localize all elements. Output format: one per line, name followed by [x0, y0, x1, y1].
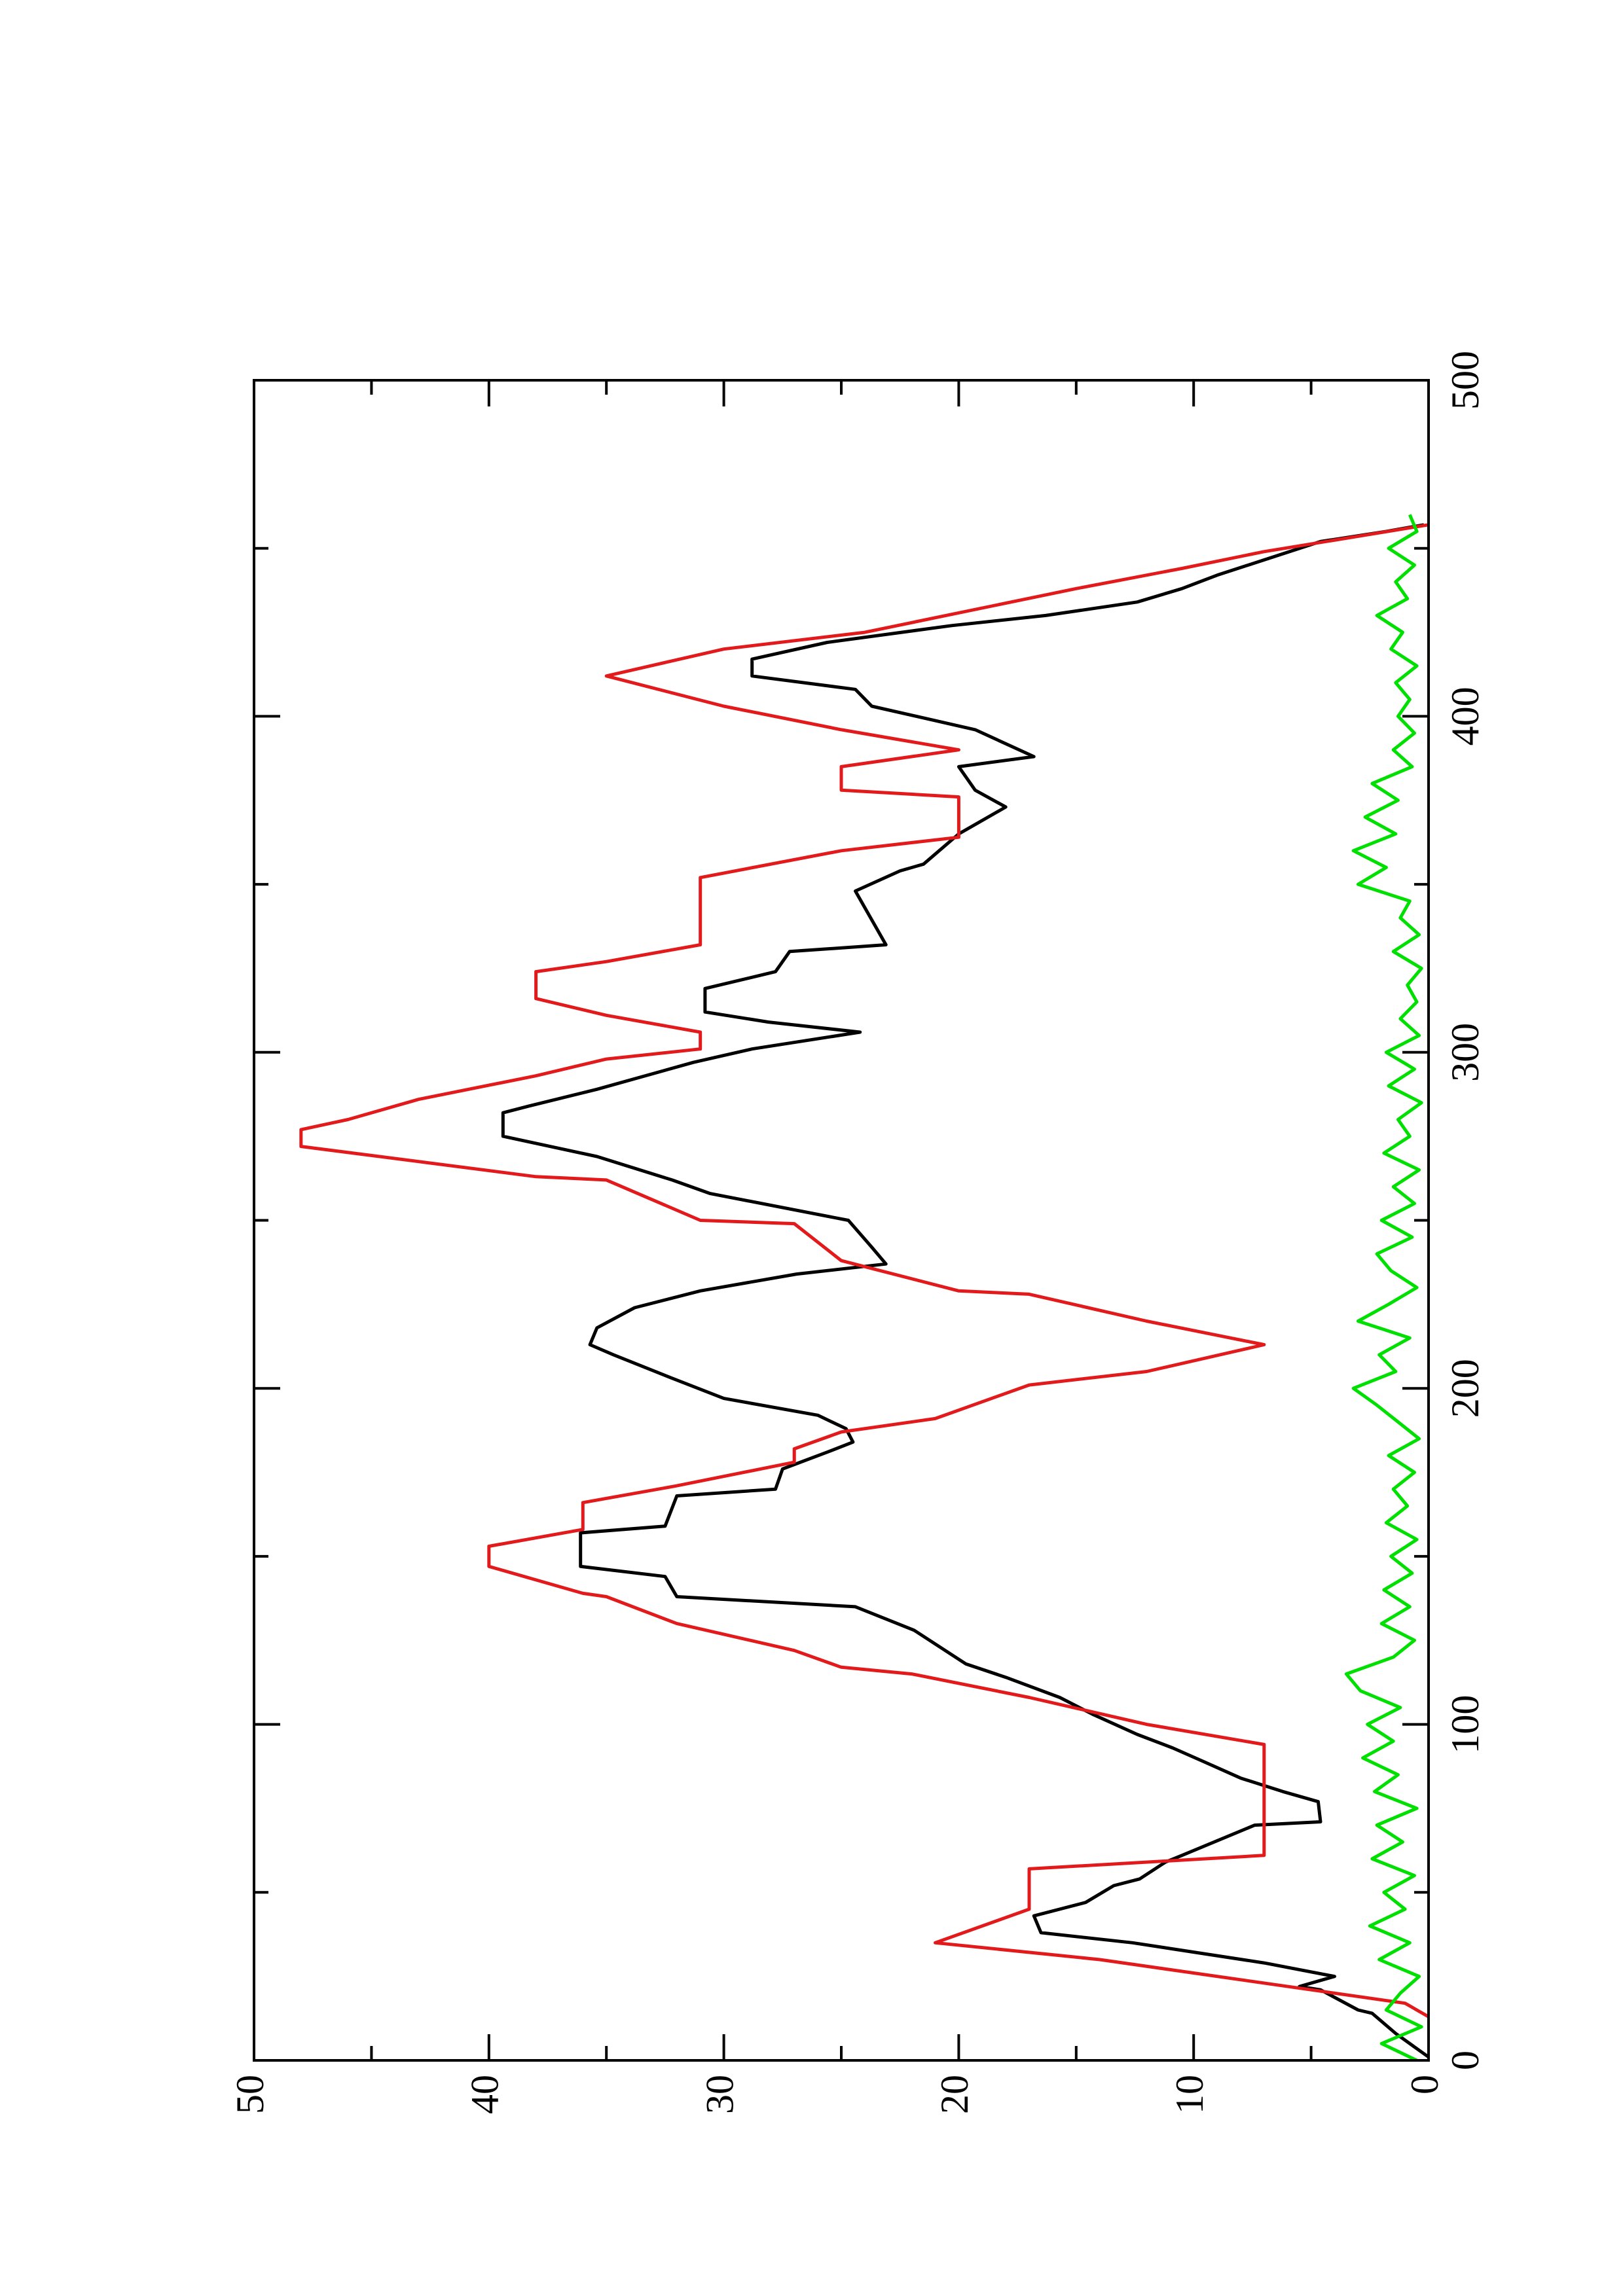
x-tick-label: 100 [1444, 1695, 1487, 1754]
y-tick-label: 40 [464, 2075, 507, 2114]
x-tick-label: 400 [1444, 687, 1487, 745]
x-tick-label: 0 [1444, 2051, 1487, 2070]
series-line [501, 523, 1430, 2058]
x-tick-label: 500 [1444, 351, 1487, 410]
plot-area: 0 100 200 300 400 500 0 10 20 30 40 50 [228, 351, 1487, 2114]
y-tick-label: 0 [1403, 2075, 1446, 2094]
y-tick-label: 50 [228, 2075, 272, 2114]
y-tick-label: 30 [698, 2075, 741, 2114]
x-tick-label: 200 [1444, 1359, 1487, 1418]
y-tick-label: 10 [1168, 2075, 1211, 2114]
series-line [299, 523, 1430, 2018]
x-tick-label: 300 [1444, 1023, 1487, 1082]
plot-frame [253, 379, 1430, 2062]
y-tick-label: 20 [933, 2075, 976, 2114]
series-line [1344, 514, 1423, 2062]
